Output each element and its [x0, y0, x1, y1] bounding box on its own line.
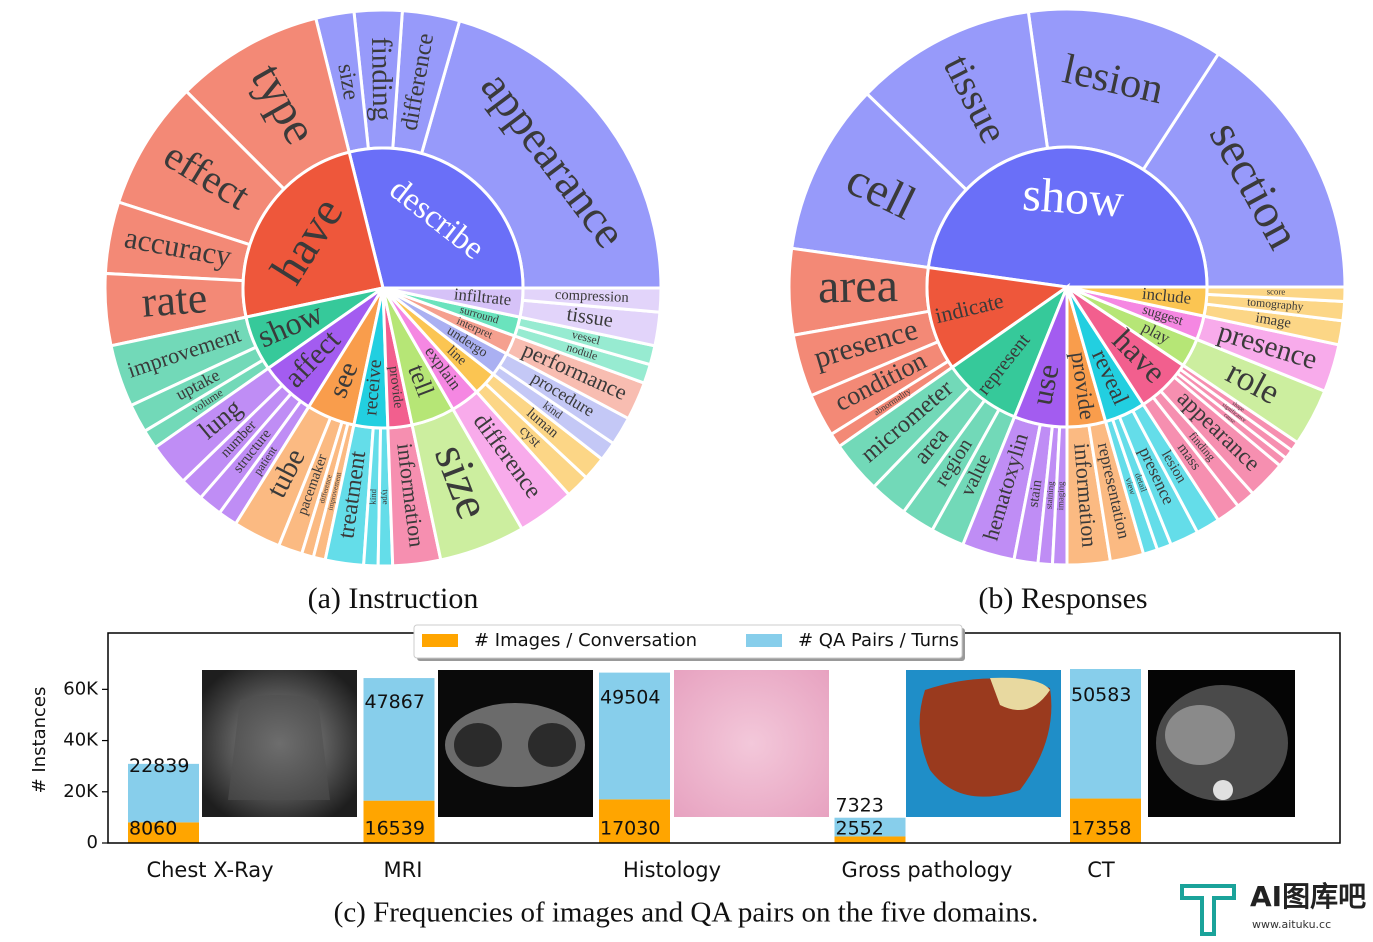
- wedge-label: use: [1024, 361, 1065, 407]
- wedge-label: area: [818, 259, 899, 313]
- y-tick-label: 20K: [63, 781, 99, 802]
- wedge-label: kind: [368, 488, 379, 505]
- x-tick-label: CT: [1087, 858, 1115, 882]
- bar-segment: [599, 799, 670, 843]
- y-tick-label: 60K: [63, 678, 99, 699]
- wedge-label: imaging: [1055, 481, 1066, 511]
- x-tick-label: Gross pathology: [842, 858, 1013, 882]
- photo-mri: [438, 670, 593, 817]
- value-label: 17030: [600, 818, 660, 840]
- wedge-label: size: [332, 62, 364, 102]
- inner-wedge: [925, 265, 1071, 370]
- legend-box: [413, 624, 963, 659]
- wedge-label: compression: [555, 287, 630, 306]
- y-axis-label: # Instances: [29, 687, 50, 794]
- wedge-label: score: [1267, 286, 1286, 296]
- bar-segment: [128, 822, 199, 843]
- wedge-label: provide: [385, 365, 405, 409]
- legend-label: # Images / Conversation: [474, 630, 697, 651]
- wedge-label: stain: [1026, 478, 1046, 508]
- wedge-label: type: [381, 489, 391, 504]
- x-tick-label: MRI: [384, 858, 423, 882]
- value-label: 47867: [365, 691, 425, 713]
- wedge-label: receive: [360, 359, 386, 417]
- inner-wedge: [1066, 285, 1209, 318]
- inner-wedge: [950, 282, 1071, 419]
- chart-caption: (a) Instruction: [308, 582, 479, 615]
- bar-segment: [834, 817, 906, 837]
- wedge-label: staining: [1044, 480, 1056, 509]
- value-label: 49504: [600, 687, 660, 709]
- value-label: 50583: [1071, 684, 1131, 706]
- y-tick-label: 0: [87, 832, 98, 853]
- chart-caption: (c) Frequencies of images and QA pairs o…: [334, 897, 1039, 929]
- bar-segment: [599, 672, 670, 800]
- value-label: 7323: [836, 795, 884, 817]
- photo-ct: [1148, 670, 1295, 817]
- watermark-url: www.aituku.cc: [1252, 918, 1331, 931]
- wedge-label: finding: [365, 37, 398, 122]
- legend-label: # QA Pairs / Turns: [798, 630, 959, 651]
- wedge-label: show: [1021, 168, 1126, 228]
- bar-segment: [1070, 669, 1141, 799]
- value-label: 8060: [129, 818, 177, 840]
- x-tick-label: Histology: [623, 858, 721, 882]
- value-label: 16539: [365, 818, 425, 840]
- y-tick-label: 40K: [63, 730, 99, 751]
- bar-segment: [363, 800, 435, 843]
- watermark-logo: [1180, 884, 1236, 936]
- legend-swatch: [422, 634, 458, 647]
- photo-gross-pathology: [906, 670, 1061, 817]
- inner-wedge: [926, 145, 1209, 289]
- photo-histology: [674, 670, 829, 817]
- bar-segment: [834, 836, 906, 843]
- wedge-label: image: [1254, 310, 1292, 332]
- value-label: 2552: [836, 818, 884, 840]
- x-tick-label: Chest X-Ray: [146, 858, 273, 882]
- inner-wedge: [347, 146, 525, 290]
- inner-wedge: [382, 286, 525, 319]
- wedge-label: tomography: [1247, 295, 1305, 313]
- bar-segment: [128, 763, 199, 823]
- photo-chest-xray: [202, 670, 357, 817]
- value-label: 17358: [1071, 818, 1131, 840]
- bar-segment: [1070, 798, 1141, 843]
- watermark-title: AI图库吧: [1250, 880, 1366, 913]
- bar-segment: [363, 678, 435, 801]
- legend-swatch: [746, 634, 782, 647]
- inner-wedge: [241, 150, 385, 319]
- chart-caption: (b) Responses: [978, 582, 1147, 615]
- value-label: 22839: [129, 755, 189, 777]
- wedge-label: rate: [140, 274, 209, 327]
